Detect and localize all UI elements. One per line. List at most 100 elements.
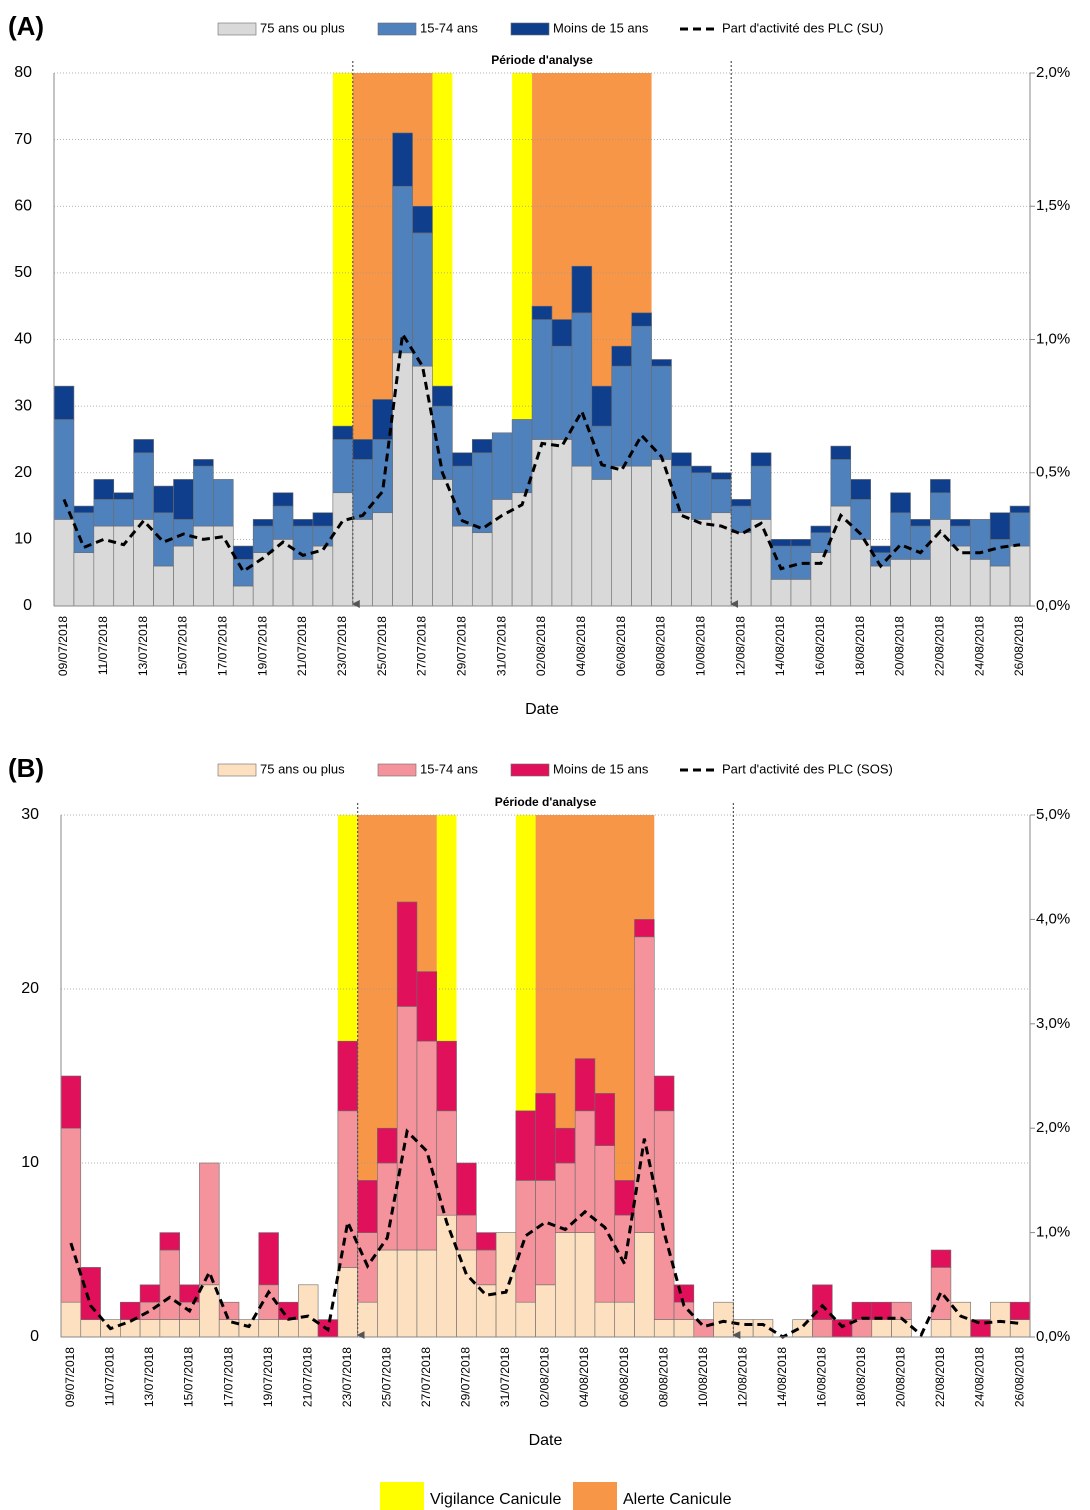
bar bbox=[332, 492, 354, 607]
bar bbox=[989, 565, 1011, 607]
x-tick-label: 19/07/2018 bbox=[255, 616, 269, 676]
bar bbox=[850, 479, 871, 500]
bar bbox=[352, 439, 373, 460]
bar bbox=[53, 519, 75, 607]
y2-tick-label: 0,0% bbox=[1036, 597, 1070, 614]
y2-tick-label: 5,0% bbox=[1036, 806, 1070, 823]
bar bbox=[412, 232, 433, 367]
bar bbox=[73, 505, 95, 514]
bar bbox=[392, 132, 413, 187]
bar bbox=[555, 1127, 576, 1164]
y2-tick-label: 1,5% bbox=[1036, 197, 1070, 214]
bar bbox=[989, 512, 1011, 540]
y-tick-label: 60 bbox=[14, 197, 32, 214]
bar bbox=[574, 1058, 596, 1112]
bar bbox=[653, 1110, 675, 1320]
legend-label: Moins de 15 ans bbox=[553, 20, 649, 35]
bar bbox=[673, 1319, 695, 1338]
bar bbox=[1009, 512, 1031, 547]
x-tick-label: 17/07/2018 bbox=[221, 1347, 235, 1407]
legend-label: Moins de 15 ans bbox=[553, 761, 649, 776]
bar bbox=[60, 1075, 82, 1129]
bar bbox=[495, 1232, 517, 1338]
y-tick-label: 0 bbox=[30, 1328, 39, 1345]
bar bbox=[272, 492, 294, 507]
bar bbox=[159, 1232, 180, 1251]
y2-tick-label: 3,0% bbox=[1036, 1015, 1070, 1032]
bar bbox=[436, 1040, 457, 1112]
bar bbox=[396, 1006, 418, 1251]
bar bbox=[258, 1232, 279, 1286]
bar bbox=[910, 525, 931, 560]
legend-label: Alerte Canicule bbox=[623, 1491, 732, 1508]
bar bbox=[594, 1301, 616, 1338]
bar bbox=[871, 1319, 892, 1338]
x-tick-label: 22/08/2018 bbox=[933, 1347, 947, 1407]
bar bbox=[193, 465, 214, 527]
legend-swatch bbox=[573, 1482, 617, 1510]
bar bbox=[292, 519, 314, 527]
y2-tick-label: 2,0% bbox=[1036, 1119, 1070, 1136]
bar bbox=[93, 525, 115, 607]
bar bbox=[673, 1284, 695, 1303]
bar bbox=[332, 439, 354, 494]
x-tick-label: 15/07/2018 bbox=[182, 1347, 196, 1407]
x-tick-label: 18/08/2018 bbox=[853, 616, 867, 676]
bar bbox=[475, 1232, 497, 1251]
x-tick-label: 02/08/2018 bbox=[534, 616, 548, 676]
bar bbox=[693, 1319, 714, 1338]
bar bbox=[611, 465, 632, 607]
x-tick-label: 27/07/2018 bbox=[415, 616, 429, 676]
bar bbox=[950, 519, 971, 527]
bar bbox=[173, 545, 194, 607]
legend-swatch bbox=[377, 22, 417, 36]
bar bbox=[252, 552, 274, 607]
bar bbox=[218, 1301, 240, 1320]
bar bbox=[930, 1249, 952, 1268]
bar bbox=[812, 1284, 833, 1320]
annotation: Période d'analyse bbox=[491, 53, 593, 67]
bar bbox=[80, 1267, 101, 1320]
y-tick-label: 20 bbox=[14, 464, 32, 481]
y-tick-label: 50 bbox=[14, 264, 32, 281]
bar bbox=[53, 385, 75, 420]
bar bbox=[950, 545, 971, 607]
bar bbox=[452, 465, 473, 527]
bar bbox=[792, 1319, 813, 1338]
bar bbox=[372, 512, 393, 607]
x-tick-label: 23/07/2018 bbox=[335, 616, 349, 676]
bar bbox=[571, 265, 593, 314]
bar bbox=[870, 545, 891, 553]
x-tick-label: 29/07/2018 bbox=[459, 1347, 473, 1407]
bar bbox=[890, 559, 911, 607]
bar bbox=[691, 519, 712, 607]
chart: 0 10 20 30 40 50 60 70 80 0,0% 0,5% 1,0% 1,5% 2,0% 09/… bbox=[8, 11, 1070, 718]
bar bbox=[337, 1267, 358, 1338]
bar bbox=[671, 512, 692, 607]
bar bbox=[232, 585, 254, 607]
x-tick-label: 17/07/2018 bbox=[215, 616, 229, 676]
bar bbox=[113, 499, 134, 527]
bar bbox=[432, 479, 453, 607]
bar bbox=[653, 1319, 675, 1338]
x-tick-label: 16/08/2018 bbox=[813, 616, 827, 676]
legend-label: 15-74 ans bbox=[420, 761, 478, 776]
annotation: Période d'analyse bbox=[495, 795, 597, 809]
bar bbox=[232, 559, 254, 587]
bar bbox=[950, 525, 971, 547]
bar bbox=[790, 579, 812, 607]
bar bbox=[159, 1319, 180, 1338]
x-tick-label: 04/08/2018 bbox=[574, 616, 588, 676]
line-series bbox=[69, 1128, 1021, 1339]
bar bbox=[910, 559, 931, 607]
x-tick-label: 25/07/2018 bbox=[379, 1347, 393, 1407]
bar bbox=[770, 545, 792, 580]
x-tick-label: 08/08/2018 bbox=[654, 616, 668, 676]
bar bbox=[412, 205, 433, 234]
bar bbox=[571, 312, 593, 467]
bar bbox=[535, 1284, 556, 1338]
bar bbox=[770, 539, 792, 547]
bar bbox=[392, 185, 413, 354]
bar bbox=[139, 1284, 161, 1303]
x-axis-title: Date bbox=[529, 1432, 563, 1449]
